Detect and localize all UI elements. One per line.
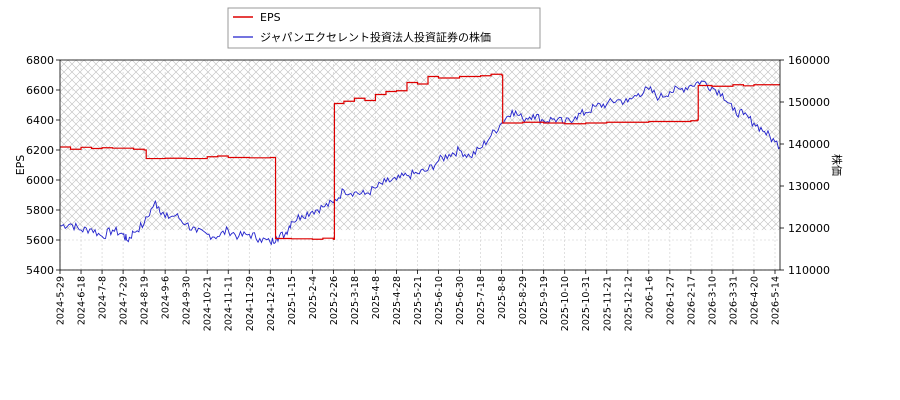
plot-frame [59,59,781,271]
x-tick-label: 2025-8-8 [497,276,508,319]
x-tick-label: 2025-2-4 [308,276,319,319]
x-tick-label: 2024-8-19 [140,276,151,325]
x-axis-ticks: 2024-5-29 2024-6-18 2024-7-8 2024-7-29 2024-… [56,270,782,331]
legend: EPS ジャパンエクセレント投資法人投資証券の株価 [227,7,541,49]
x-tick-label: 2025-1-15 [287,276,298,325]
x-tick-label: 2025-6-30 [455,276,466,325]
right-tick-label: 120000 [788,222,830,235]
left-tick-label: 6000 [26,174,54,187]
x-tick-label: 2024-9-6 [161,276,172,319]
x-tick-label: 2025-9-19 [539,276,550,325]
x-tick-label: 2026-4-20 [749,276,760,325]
x-tick-label: 2025-10-31 [581,276,592,331]
x-tick-label: 2025-4-8 [371,276,382,319]
left-axis-ticks: 5400 5600 5800 6000 6200 6400 6600 6800 [26,54,60,277]
x-tick-label: 2025-10-10 [560,276,571,331]
x-tick-label: 2026-5-14 [771,276,782,325]
legend-box [227,7,541,49]
left-tick-label: 6600 [26,84,54,97]
x-tick-label: 2025-6-10 [434,276,445,325]
right-tick-label: 150000 [788,96,830,109]
legend-label-eps: EPS [260,11,281,24]
right-axis-ticks: 110000 120000 130000 140000 150000 160000 [780,54,830,277]
x-tick-label: 2024-9-30 [182,276,193,325]
right-tick-label: 140000 [788,138,830,151]
x-tick-label: 2024-5-29 [56,276,67,325]
left-tick-label: 6200 [26,144,54,157]
x-tick-label: 2024-7-8 [98,276,109,319]
x-tick-label: 2025-3-18 [350,276,361,325]
grid-vertical [59,60,776,270]
left-tick-label: 5800 [26,204,54,217]
series-line-price [60,80,780,246]
x-tick-label: 2025-12-12 [623,276,634,331]
x-tick-label: 2025-5-21 [413,276,424,325]
right-tick-label: 110000 [788,264,830,277]
x-tick-label: 2025-7-18 [476,276,487,325]
legend-label-price: ジャパンエクセレント投資法人投資証券の株価 [260,30,491,44]
x-tick-label: 2026-2-17 [686,276,697,325]
x-tick-label: 2026-3-10 [707,276,718,325]
x-tick-label: 2025-8-29 [518,276,529,325]
left-axis-label: EPS [14,155,27,176]
hatched-band [60,60,780,231]
x-tick-label: 2025-4-28 [392,276,403,325]
x-tick-label: 2024-12-19 [266,276,277,331]
x-tick-label: 2024-11-11 [224,276,235,331]
left-tick-label: 5400 [26,264,54,277]
x-tick-label: 2026-1-6 [644,276,655,319]
right-axis-label: 株価 [830,154,844,176]
left-tick-label: 6800 [26,54,54,67]
x-tick-label: 2025-2-26 [329,276,340,325]
plot-area [59,59,781,271]
x-tick-label: 2024-11-29 [245,276,256,331]
x-tick-label: 2024-6-18 [77,276,88,325]
right-tick-label: 160000 [788,54,830,67]
left-tick-label: 6400 [26,114,54,127]
left-tick-label: 5600 [26,234,54,247]
x-tick-label: 2024-7-29 [119,276,130,325]
x-tick-label: 2026-3-31 [728,276,739,325]
x-tick-label: 2025-11-21 [602,276,613,331]
x-tick-label: 2026-1-27 [665,276,676,325]
series-line-eps [60,73,780,240]
x-tick-label: 2024-10-21 [203,276,214,331]
right-tick-label: 130000 [788,180,830,193]
